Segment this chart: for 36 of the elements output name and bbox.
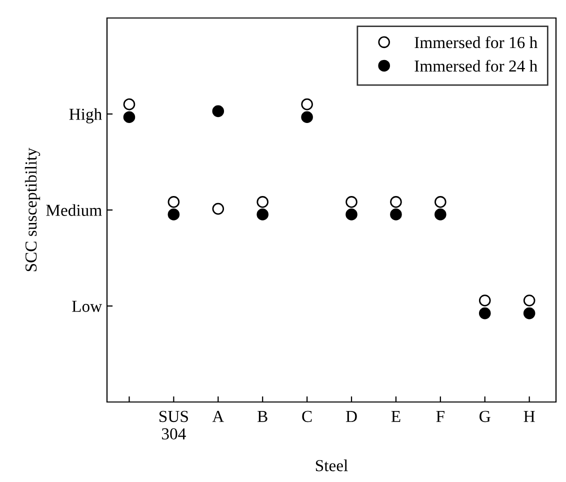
x-axis-title: Steel xyxy=(316,460,348,472)
text: Low xyxy=(72,300,102,312)
point xyxy=(212,105,224,118)
x-tick-label: A xyxy=(212,410,224,422)
point xyxy=(434,208,446,220)
x-tick-label: E xyxy=(391,410,400,422)
point xyxy=(123,98,136,110)
x-tick-label: H xyxy=(524,410,535,422)
x-tick-label: C xyxy=(302,410,312,422)
legend-label: Immersed for 16 h xyxy=(414,36,538,48)
point xyxy=(346,196,358,208)
point xyxy=(168,208,180,220)
point xyxy=(390,196,402,208)
point xyxy=(523,307,536,320)
y-axis-title: SCC susceptibility xyxy=(24,148,40,272)
point xyxy=(301,111,313,124)
x-tick-label: D xyxy=(346,410,357,422)
x-tick-label: B xyxy=(258,410,268,422)
x-tick-label: G xyxy=(480,410,490,422)
point xyxy=(390,208,402,220)
point xyxy=(346,208,358,220)
point xyxy=(256,208,268,220)
x-tick-label: SUS 304 xyxy=(160,410,188,440)
text: Medium xyxy=(46,204,102,216)
point xyxy=(168,196,180,208)
point xyxy=(523,294,536,306)
legend-label: Immersed for 24 h xyxy=(414,60,538,72)
point xyxy=(212,202,224,215)
point xyxy=(256,196,268,208)
x-tick-label: F xyxy=(436,410,444,422)
point xyxy=(123,111,136,124)
point xyxy=(478,307,491,320)
point xyxy=(434,196,446,208)
point xyxy=(301,98,313,110)
text: High xyxy=(69,108,102,124)
point xyxy=(478,294,491,306)
